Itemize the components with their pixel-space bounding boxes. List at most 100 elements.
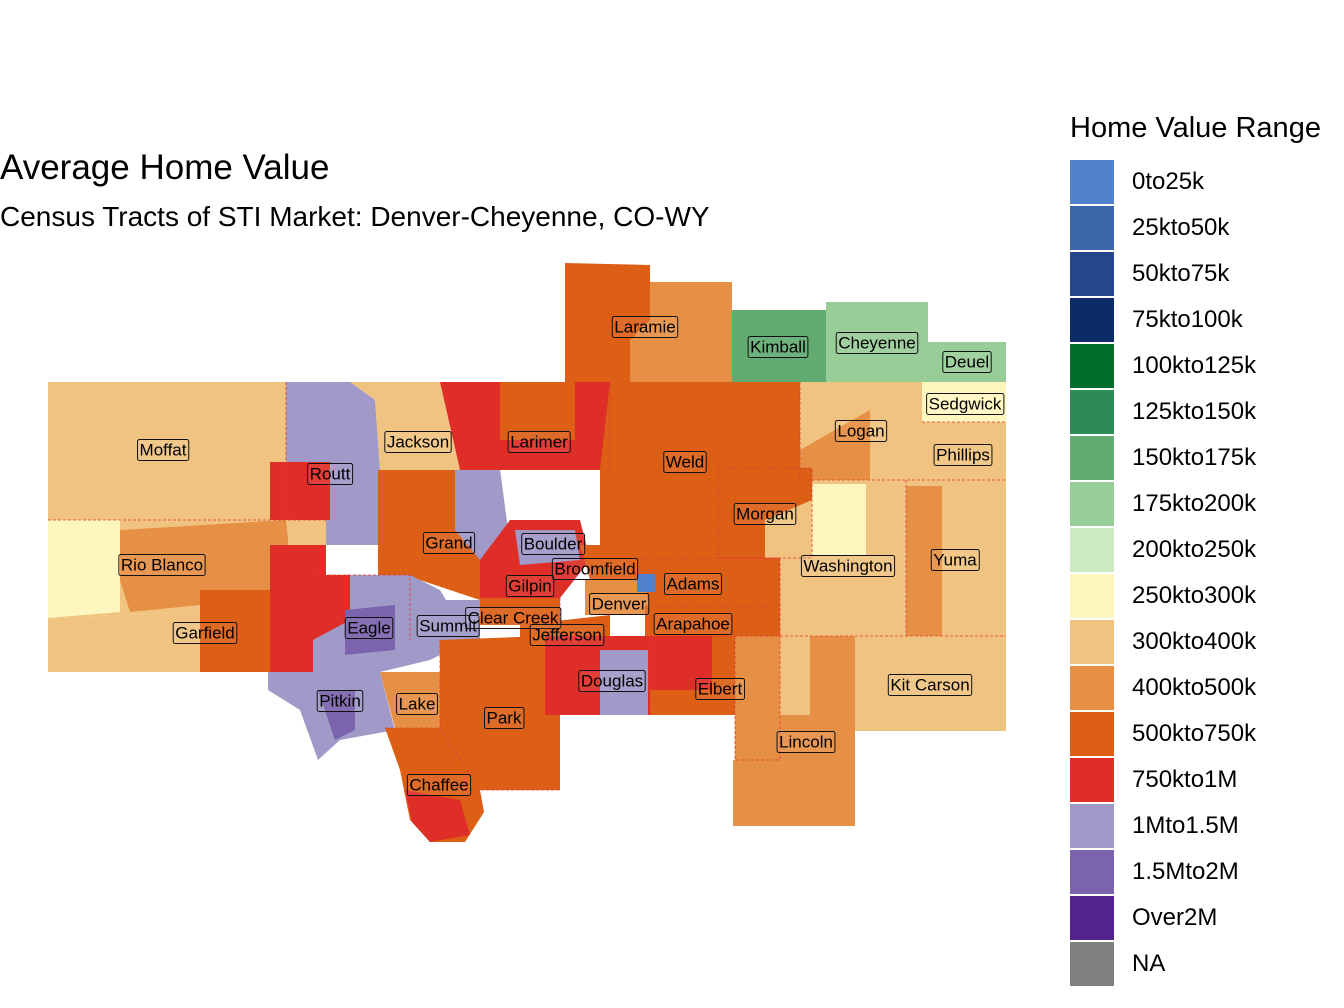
county-line [480, 597, 561, 625]
county-label-text: Yuma [933, 551, 977, 570]
legend-item: 0to25k [1070, 159, 1344, 205]
tract-weld [600, 382, 800, 558]
county-label-eagle: Eagle [344, 617, 394, 639]
legend-swatch [1070, 942, 1114, 986]
tract-grand-lilac [455, 470, 510, 560]
county-label-park: Park [484, 707, 525, 729]
legend-label: 0to25k [1132, 168, 1205, 195]
legend-items: 0to25k 25kto50k 50kto75k 75kto100k 100kto125… [1070, 159, 1344, 987]
legend-label: 400kto500k [1132, 674, 1257, 701]
tract-rio-blanco-pale [48, 520, 120, 618]
county-label-jackson: Jackson [384, 431, 452, 453]
county-label-text: Routt [310, 465, 351, 484]
county-label-text: Park [487, 709, 522, 728]
county-label-garfield: Garfield [172, 622, 238, 644]
legend: Home Value Range 0to25k 25kto50k 50kto75k 7… [1070, 112, 1344, 987]
county-label-morgan: Morgan [733, 503, 797, 525]
tract-logan-orange [800, 410, 870, 480]
legend-item: 75kto100k [1070, 297, 1344, 343]
legend-item: 400kto500k [1070, 665, 1344, 711]
county-label-lake: Lake [396, 693, 438, 715]
legend-swatch [1070, 436, 1114, 480]
county-label-jefferson: Jefferson [529, 624, 605, 646]
county-label-text: Moffat [140, 441, 187, 460]
county-label-text: Logan [837, 422, 884, 441]
legend-label: 75kto100k [1132, 306, 1243, 333]
legend-label: 1.5Mto2M [1132, 858, 1239, 885]
legend-swatch [1070, 390, 1114, 434]
county-label-denver: Denver [589, 593, 650, 615]
county-label-rio-blanco: Rio Blanco [118, 554, 206, 576]
legend-item: 50kto75k [1070, 251, 1344, 297]
county-label-text: Lake [399, 695, 436, 714]
legend-item: NA [1070, 941, 1344, 987]
county-label-text: Washington [803, 557, 892, 576]
county-label-text: Boulder [524, 535, 583, 554]
county-label-text: Jackson [387, 433, 449, 452]
legend-label: Over2M [1132, 904, 1218, 931]
legend-label: NA [1132, 950, 1166, 977]
county-label-text: Weld [666, 453, 704, 472]
county-label-text: Clear Creek [468, 609, 559, 628]
county-label-laramie: Laramie [611, 316, 679, 338]
county-label-box [406, 774, 472, 796]
legend-label: 1Mto1.5M [1132, 812, 1239, 839]
legend-swatch [1070, 482, 1114, 526]
legend-item: 750kto1M [1070, 757, 1344, 803]
tract-eagle-red [313, 575, 350, 640]
legend-item: 125kto150k [1070, 389, 1344, 435]
legend-label: 175kto200k [1132, 490, 1257, 517]
tract-douglas-lilac [600, 650, 648, 715]
county-label-box [505, 575, 555, 597]
legend-swatch [1070, 574, 1114, 618]
county-label-box [507, 431, 571, 453]
county-label-text: Grand [425, 534, 472, 553]
legend-label: 300kto400k [1132, 628, 1257, 655]
legend-swatch [1070, 298, 1114, 342]
county-label-box [887, 674, 973, 696]
county-labels: Laramie Kimball Cheyenne Deuel Sedgwick Moffa… [118, 316, 1005, 796]
legend-item: 1Mto1.5M [1070, 803, 1344, 849]
county-label-text: Adams [667, 575, 720, 594]
tract-yuma-orange [906, 486, 942, 636]
county-label-summit: Summit [416, 615, 480, 637]
county-label-weld: Weld [663, 451, 707, 473]
county-label-box [578, 670, 646, 692]
county-label-box [589, 593, 650, 615]
tract-sedgwick [922, 382, 1006, 422]
tract-broomfield [580, 545, 645, 580]
county-label-text: Kimball [750, 338, 806, 357]
county-line [799, 382, 1006, 481]
county-label-text: Denver [592, 595, 647, 614]
county-label-box [344, 617, 394, 639]
county-label-text: Phillips [936, 446, 990, 465]
county-label-box [384, 431, 452, 453]
tract-larimer-mid [500, 382, 575, 440]
county-label-cheyenne: Cheyenne [835, 332, 919, 354]
county-label-larimer: Larimer [507, 431, 571, 453]
tract-chaffee-red [405, 790, 470, 842]
county-line [313, 574, 411, 640]
tract-kimball [732, 310, 826, 382]
county-boundaries [48, 382, 1006, 791]
county-label-text: Pitkin [319, 692, 361, 711]
county-label-box [484, 707, 525, 729]
county-label-chaffee: Chaffee [406, 774, 472, 796]
county-label-text: Gilpin [508, 577, 551, 596]
county-label-text: Douglas [581, 672, 643, 691]
county-label-box [663, 451, 707, 473]
county-label-box [733, 503, 797, 525]
county-label-text: Broomfield [554, 560, 635, 579]
county-label-text: Laramie [614, 318, 675, 337]
county-label-box [307, 463, 354, 485]
county-line [439, 727, 560, 791]
county-label-box [800, 555, 896, 577]
legend-swatch [1070, 804, 1114, 848]
county-label-kimball: Kimball [747, 336, 809, 358]
map-subtitle: Census Tracts of STI Market: Denver-Chey… [0, 201, 710, 232]
county-line [717, 467, 813, 559]
county-label-box [521, 533, 586, 555]
county-label-box [776, 731, 836, 753]
legend-swatch [1070, 252, 1114, 296]
